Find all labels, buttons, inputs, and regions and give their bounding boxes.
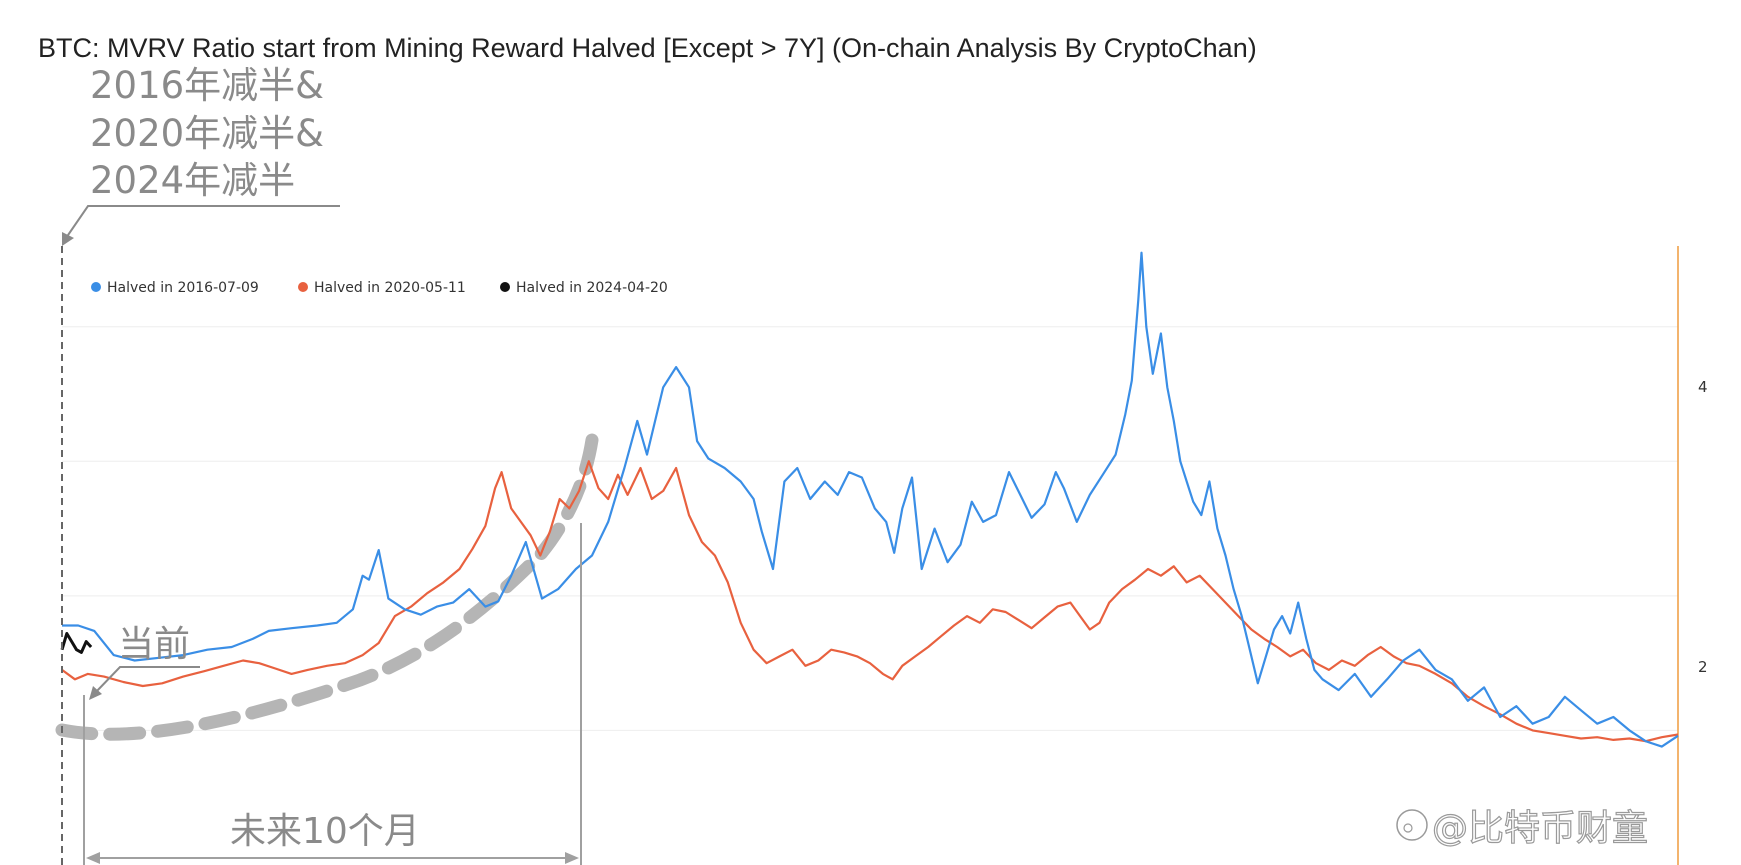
y-tick-label-4: 4: [1698, 378, 1708, 396]
current-callout-line: [94, 666, 200, 694]
series-line-2024: [60, 632, 93, 654]
halving-annotation-line-1: 2016年减半&: [90, 64, 324, 107]
series-line-2016: [62, 251, 1679, 748]
weibo-logo-icon: [1396, 809, 1428, 841]
series-line-2020: [61, 460, 1679, 743]
legend-item-2016[interactable]: Halved in 2016-07-09: [91, 280, 259, 296]
chart-title: BTC: MVRV Ratio start from Mining Reward…: [38, 33, 1257, 63]
legend: Halved in 2016-07-09 Halved in 2020-05-1…: [91, 280, 668, 296]
legend-label-2020: Halved in 2020-05-11: [314, 280, 466, 296]
watermark-text: @比特币财童: [1432, 808, 1648, 849]
legend-item-2024[interactable]: Halved in 2024-04-20: [500, 280, 668, 296]
gridlines: [62, 326, 1678, 731]
halving-callout-arrowhead: [62, 232, 74, 246]
legend-marker-2024: [500, 282, 510, 292]
legend-label-2016: Halved in 2016-07-09: [107, 280, 259, 296]
halving-annotation-line-2: 2020年减半&: [90, 112, 324, 155]
future-range-arrowhead-left: [86, 852, 100, 864]
current-annotation: 当前: [118, 624, 190, 665]
future-range-arrowhead-right: [565, 852, 579, 864]
halving-annotation-line-3: 2024年减半: [90, 159, 295, 202]
y-tick-label-2: 2: [1698, 658, 1708, 676]
halving-callout-line: [65, 205, 340, 239]
legend-label-2024: Halved in 2024-04-20: [516, 280, 668, 296]
series-layer: [60, 251, 1679, 748]
current-callout-arrowhead: [89, 686, 102, 700]
watermark: @比特币财童: [1396, 807, 1649, 850]
weibo-logo-eye-icon: [1403, 823, 1413, 833]
legend-marker-2020: [298, 282, 308, 292]
legend-item-2020[interactable]: Halved in 2020-05-11: [298, 280, 466, 296]
legend-marker-2016: [91, 282, 101, 292]
trend-dashed-curve: [55, 433, 599, 741]
future-range-annotation: 未来10个月: [230, 811, 420, 852]
